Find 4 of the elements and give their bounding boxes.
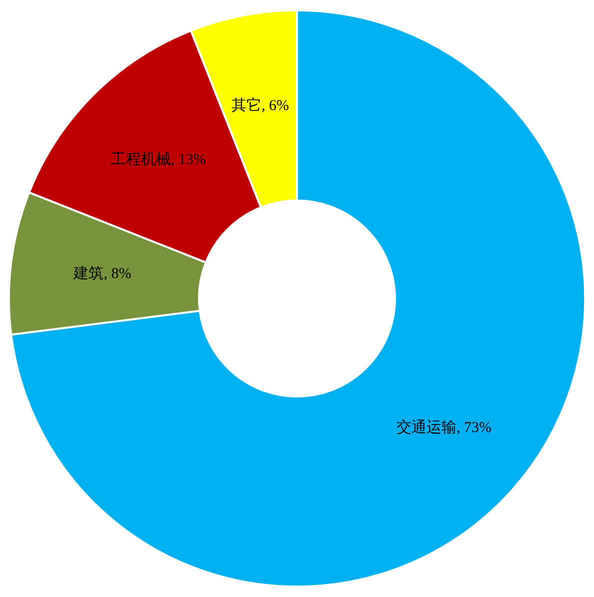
slice-label: 其它, 6% <box>232 96 290 114</box>
slice-label: 交通运输, 73% <box>396 419 492 436</box>
slice-label: 工程机械, 13% <box>110 150 206 168</box>
slice-label: 建筑, 8% <box>72 264 132 282</box>
